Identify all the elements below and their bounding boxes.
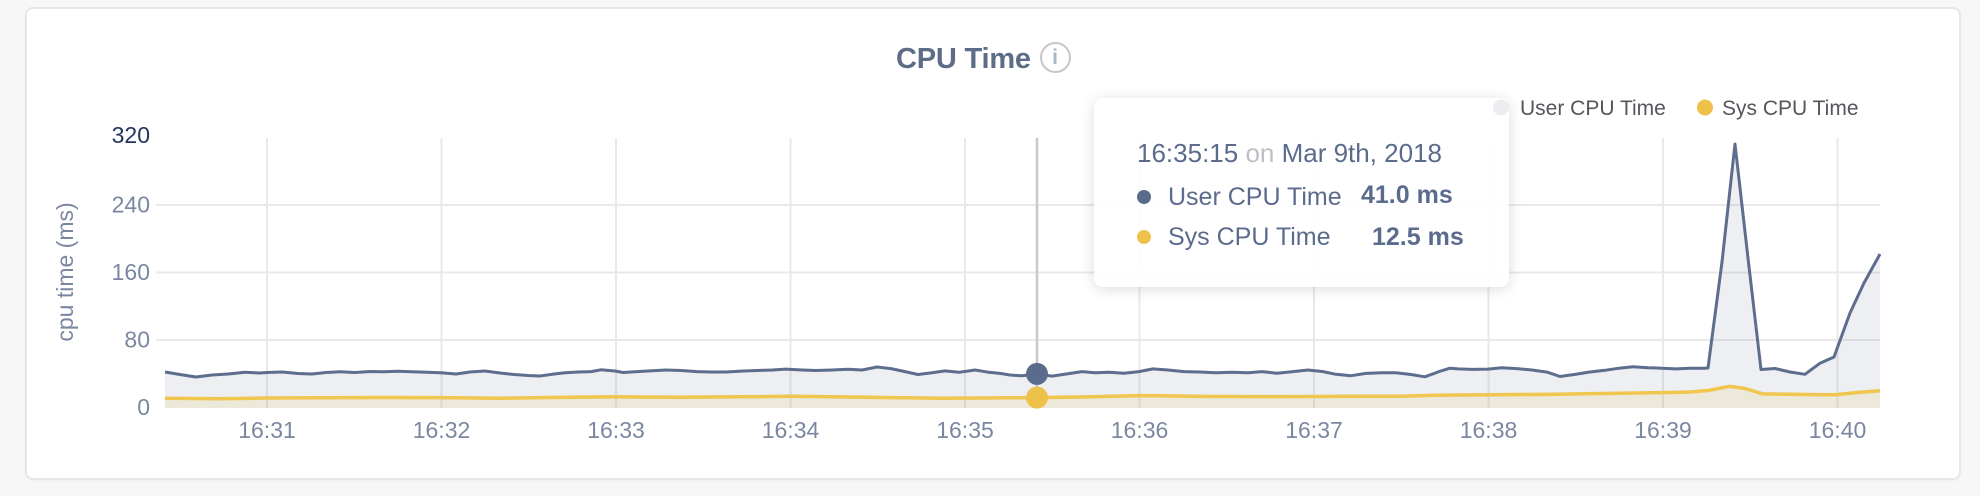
svg-text:16:39: 16:39 [1634, 417, 1692, 443]
svg-text:16:33: 16:33 [587, 417, 645, 443]
svg-text:cpu time (ms): cpu time (ms) [52, 202, 78, 341]
svg-text:16:36: 16:36 [1111, 417, 1169, 443]
svg-text:16:40: 16:40 [1809, 417, 1867, 443]
svg-text:0: 0 [137, 394, 150, 420]
svg-text:User CPU Time: User CPU Time [1520, 97, 1666, 120]
svg-text:240: 240 [112, 192, 150, 218]
svg-text:16:38: 16:38 [1460, 417, 1518, 443]
svg-text:16:37: 16:37 [1285, 417, 1343, 443]
svg-text:16:32: 16:32 [413, 417, 471, 443]
svg-text:16:34: 16:34 [762, 417, 820, 443]
svg-text:Sys CPU Time: Sys CPU Time [1722, 97, 1859, 120]
svg-text:80: 80 [124, 327, 150, 353]
svg-text:160: 160 [112, 259, 150, 285]
svg-text:320: 320 [112, 122, 150, 148]
svg-text:16:35: 16:35 [936, 417, 994, 443]
svg-text:16:31: 16:31 [238, 417, 296, 443]
